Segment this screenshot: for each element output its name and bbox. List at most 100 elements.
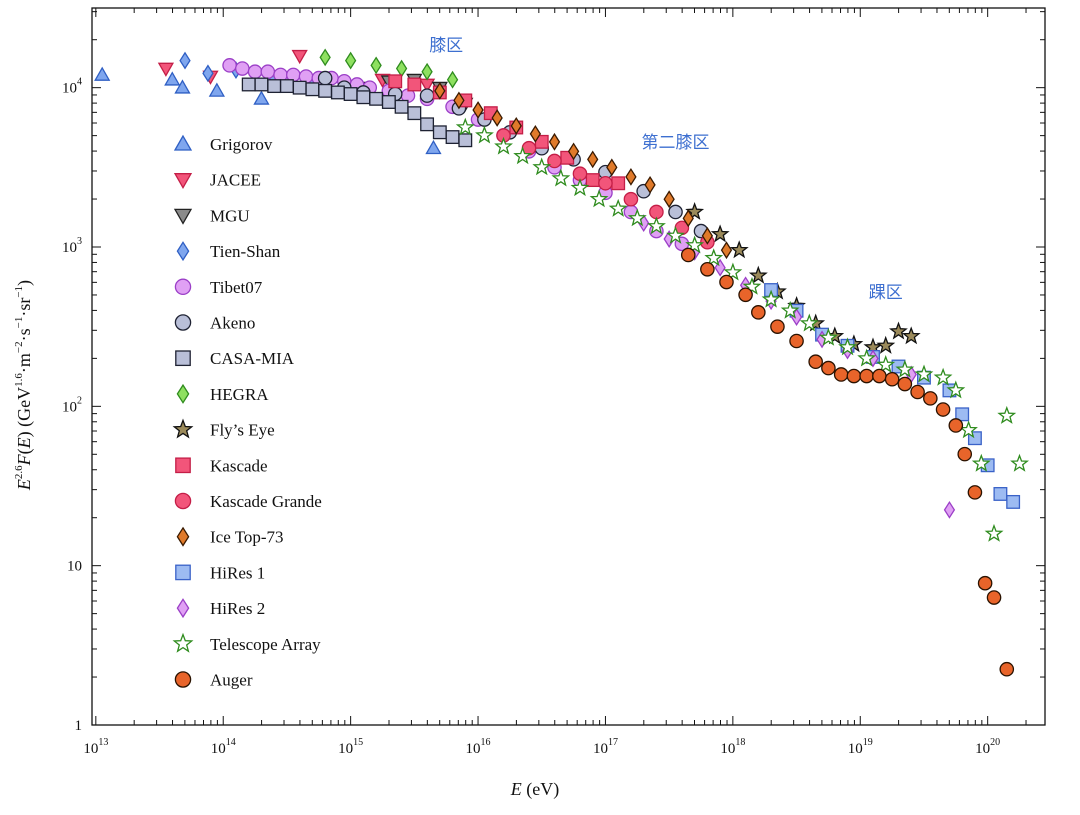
- legend-label-casa-mia: CASA-MIA: [210, 349, 295, 368]
- data-point-auger: [999, 661, 1015, 677]
- data-point-ice-top-73: [491, 109, 503, 127]
- data-point-telescope-array: [475, 125, 494, 144]
- data-series-layer: [94, 48, 1030, 677]
- legend-marker-hires-2: [176, 598, 190, 619]
- series-hegra: [319, 48, 459, 89]
- data-point-kascade-grande: [598, 175, 613, 191]
- legend-marker-tien-shan: [176, 241, 190, 262]
- data-point-hires-1: [955, 407, 970, 422]
- legend-marker-kascade: [175, 457, 191, 474]
- legend-marker-fly-s-eye: [172, 418, 194, 439]
- data-point-akeno: [317, 70, 333, 86]
- data-point-casa-mia: [445, 130, 460, 145]
- data-point-auger: [789, 333, 804, 349]
- data-point-ice-top-73: [453, 91, 465, 110]
- data-point-tibet07: [247, 64, 263, 80]
- data-point-auger: [923, 391, 938, 406]
- y-tick-label: 103: [62, 236, 82, 256]
- data-point-telescope-array: [984, 523, 1004, 542]
- data-point-auger: [833, 367, 849, 382]
- data-point-telescope-array: [627, 208, 647, 227]
- data-point-casa-mia: [381, 95, 396, 109]
- legend-marker-kascade-grande: [174, 492, 192, 510]
- data-point-ice-top-73: [434, 81, 446, 100]
- legend-marker-casa-mia: [175, 350, 191, 367]
- data-point-hegra: [446, 70, 459, 89]
- legend-label-hegra: HEGRA: [210, 385, 269, 404]
- legend-marker-hegra: [176, 383, 190, 404]
- data-point-auger: [738, 287, 753, 303]
- data-point-ice-top-73: [644, 175, 656, 194]
- region-annotation: 踝区: [869, 283, 903, 303]
- data-point-casa-mia: [292, 80, 307, 95]
- data-point-ice-top-73: [701, 226, 714, 245]
- data-point-fly-s-eye: [889, 321, 908, 340]
- data-point-telescope-array: [959, 420, 978, 439]
- data-point-telescope-array: [723, 262, 743, 281]
- legend-label-kascade-grande: Kascade Grande: [210, 492, 322, 511]
- series-ice-top-73: [434, 81, 733, 260]
- data-point-auger: [884, 371, 900, 387]
- data-point-casa-mia: [241, 77, 256, 92]
- data-point-ice-top-73: [625, 167, 637, 186]
- series-telescope-array: [455, 117, 1030, 542]
- x-tick-label: 1018: [720, 737, 745, 757]
- data-point-ice-top-73: [548, 132, 561, 151]
- data-point-casa-mia: [356, 90, 371, 105]
- data-point-tibet07: [235, 61, 250, 76]
- data-point-telescope-array: [532, 157, 552, 176]
- legend-label-fly-s-eye: Fly’s Eye: [210, 421, 275, 440]
- data-point-casa-mia: [394, 99, 409, 114]
- data-point-telescope-array: [742, 276, 762, 295]
- data-point-telescope-array: [933, 367, 953, 386]
- data-point-grigorov: [253, 90, 270, 105]
- data-point-telescope-array: [494, 136, 513, 155]
- data-point-fly-s-eye: [685, 202, 705, 221]
- y-tick-label: 102: [62, 395, 82, 415]
- data-point-telescope-array: [997, 405, 1017, 424]
- series-casa-mia: [241, 77, 473, 148]
- data-point-fly-s-eye: [748, 265, 768, 284]
- data-point-telescope-array: [780, 300, 800, 319]
- data-point-auger: [808, 354, 823, 370]
- data-point-fly-s-eye: [729, 240, 749, 259]
- data-point-jacee: [291, 49, 308, 65]
- region-annotation: 膝区: [429, 36, 463, 56]
- legend-marker-hires-1: [175, 564, 191, 581]
- data-point-kascade: [585, 173, 600, 188]
- data-point-auger: [948, 418, 964, 433]
- data-point-telescope-array: [589, 189, 609, 208]
- data-point-telescope-array: [946, 380, 966, 399]
- legend-label-jacee: JACEE: [210, 171, 261, 190]
- x-tick-labels: 1013 1014 1015 1016 1017 1018 1019 1020: [83, 737, 1000, 757]
- data-point-telescope-array: [895, 359, 915, 378]
- data-point-auger: [935, 402, 951, 417]
- data-point-casa-mia: [318, 83, 333, 98]
- data-point-ice-top-73: [720, 241, 733, 260]
- data-point-telescope-array: [570, 178, 590, 197]
- legend-marker-auger: [174, 671, 192, 688]
- data-point-grigorov: [208, 82, 225, 97]
- data-point-casa-mia: [407, 106, 422, 121]
- data-point-kascade: [388, 74, 403, 89]
- data-point-auger: [859, 368, 874, 384]
- data-point-auger: [977, 575, 993, 591]
- data-point-casa-mia: [458, 133, 473, 148]
- data-point-casa-mia: [369, 91, 384, 106]
- data-point-auger: [910, 384, 925, 400]
- data-point-telescope-array: [799, 313, 819, 332]
- data-point-telescope-array: [971, 453, 991, 472]
- plot-frame: [91, 7, 1046, 726]
- data-point-tien-shan: [179, 51, 191, 70]
- data-point-casa-mia: [343, 87, 358, 101]
- data-point-kascade-grande: [547, 153, 562, 169]
- legend-label-tibet07: Tibet07: [210, 278, 263, 297]
- legend-label-auger: Auger: [210, 671, 253, 690]
- x-tick-label: 1015: [338, 737, 363, 757]
- x-tick-label: 1019: [848, 737, 873, 757]
- data-point-kascade: [407, 77, 422, 92]
- data-point-akeno: [419, 88, 435, 103]
- data-point-telescope-array: [551, 168, 571, 187]
- data-point-auger: [957, 446, 973, 462]
